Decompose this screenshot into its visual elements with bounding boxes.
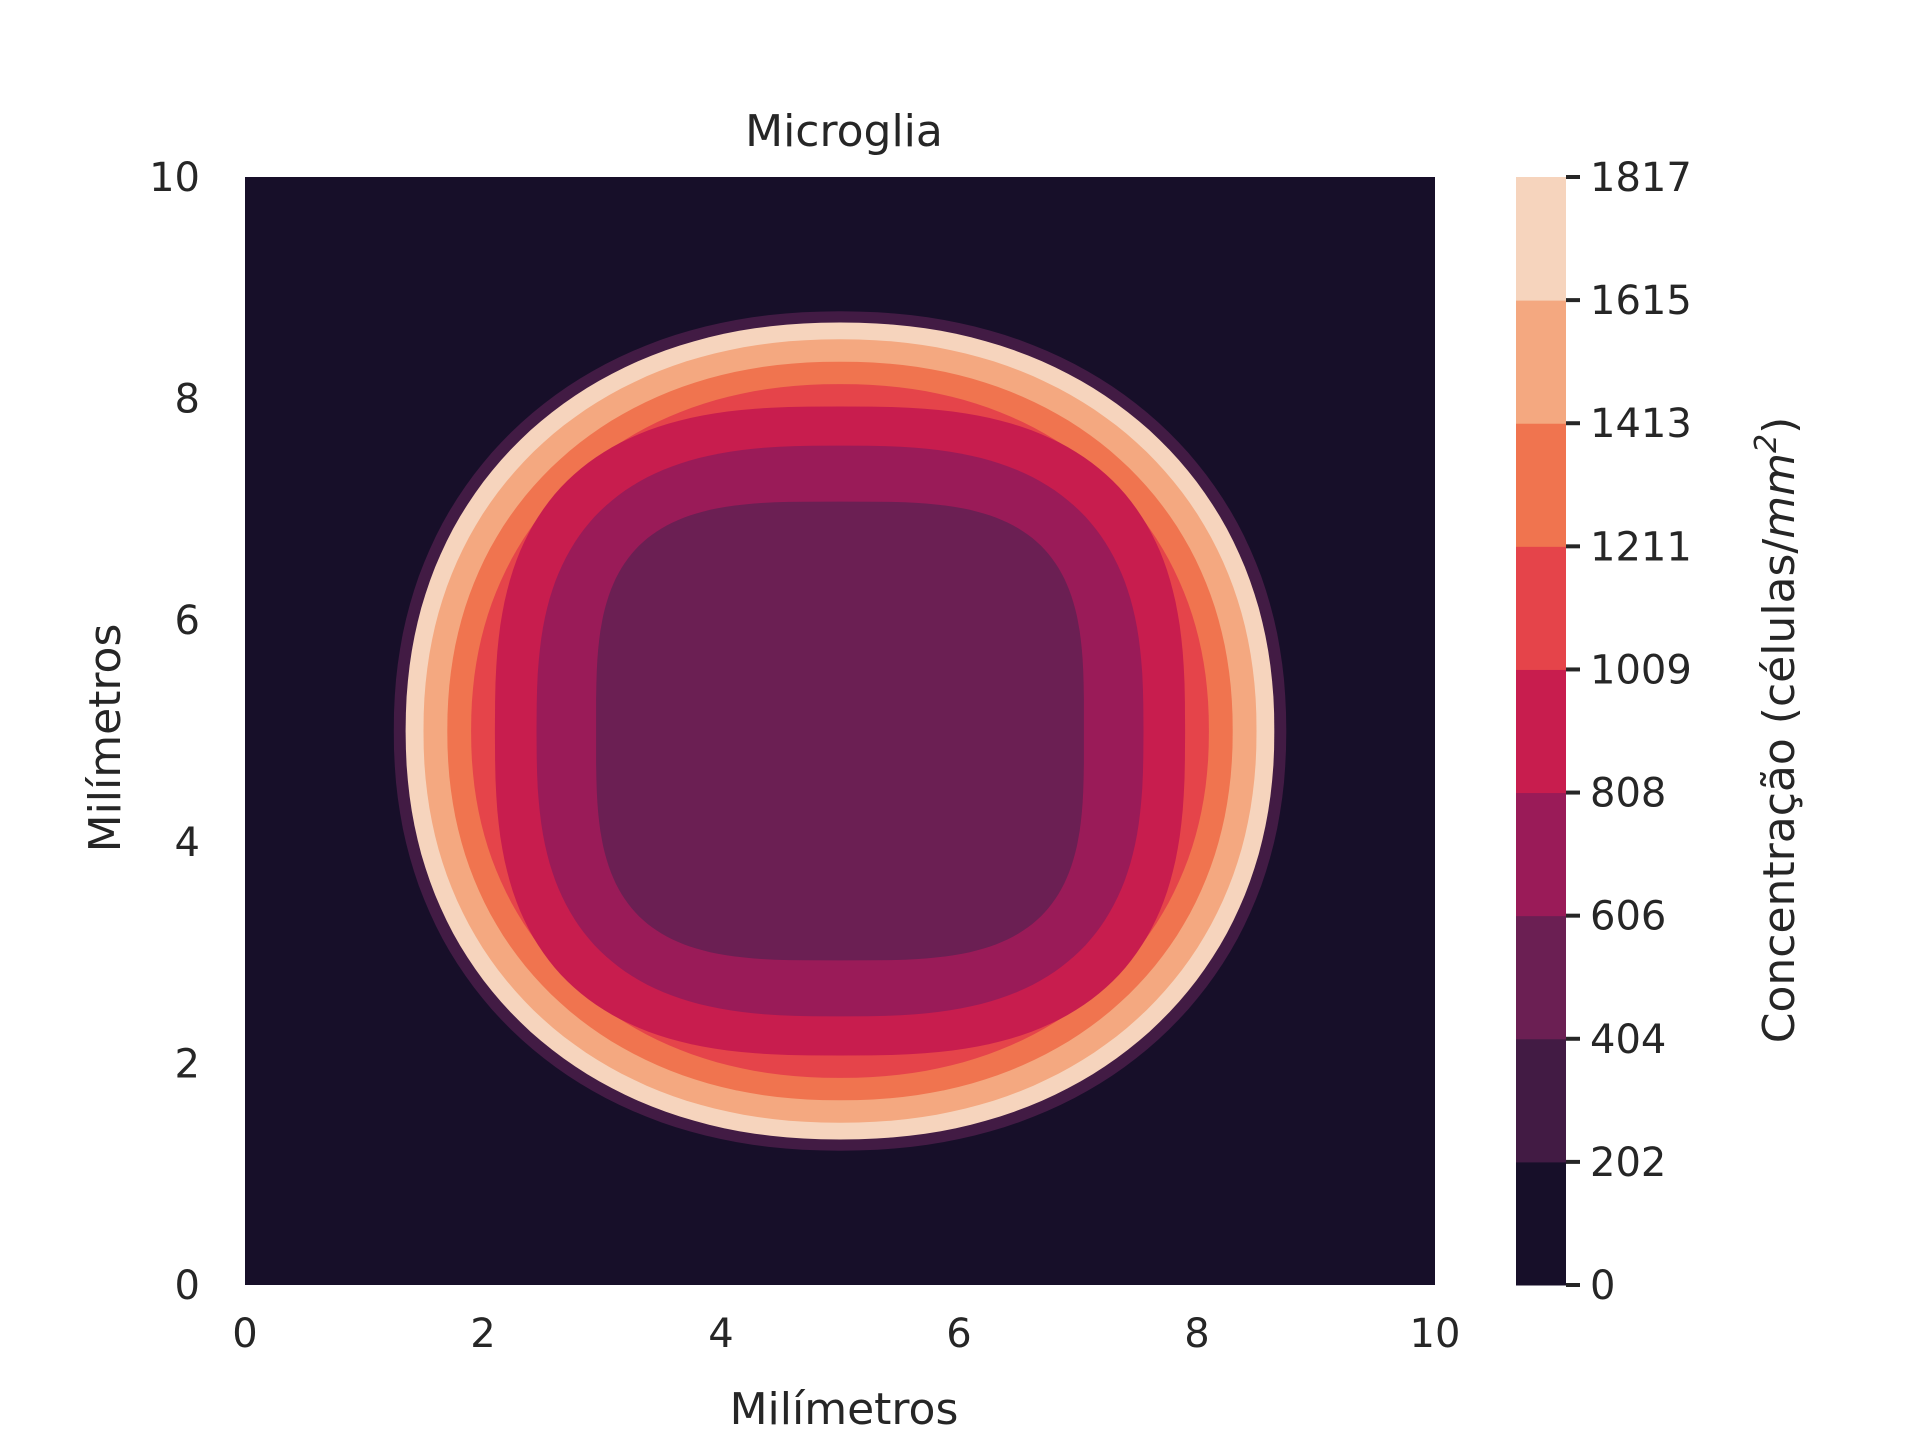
plot-area bbox=[245, 177, 1435, 1285]
colorbar-band bbox=[1516, 546, 1566, 670]
y-axis: 0 2 4 6 8 10 bbox=[149, 155, 200, 1309]
x-axis: 0 2 4 6 8 10 bbox=[232, 1311, 1460, 1357]
x-tick-label: 8 bbox=[1184, 1311, 1209, 1357]
colorbar: 0 202 404 606 808 1009 1211 1413 1615 1817 bbox=[1516, 155, 1692, 1309]
colorbar-band bbox=[1516, 423, 1566, 547]
colorbar-tick-label: 606 bbox=[1590, 894, 1666, 940]
colorbar-band bbox=[1516, 300, 1566, 424]
y-tick-label: 10 bbox=[149, 155, 200, 201]
colorbar-tick-label: 1009 bbox=[1590, 647, 1692, 693]
contour-band-404 bbox=[596, 501, 1084, 961]
y-tick-label: 2 bbox=[175, 1041, 200, 1087]
colorbar-tick-label: 1615 bbox=[1590, 278, 1692, 324]
y-tick-label: 4 bbox=[175, 820, 200, 866]
colorbar-tick-label: 202 bbox=[1590, 1140, 1666, 1186]
colorbar-tick-label: 1413 bbox=[1590, 401, 1692, 447]
colorbar-band bbox=[1516, 792, 1566, 917]
y-tick-label: 0 bbox=[175, 1263, 200, 1309]
x-tick-label: 0 bbox=[232, 1311, 257, 1357]
colorbar-band bbox=[1516, 915, 1566, 1040]
x-tick-label: 10 bbox=[1410, 1311, 1461, 1357]
colorbar-band bbox=[1516, 1161, 1566, 1286]
colorbar-tick-label: 0 bbox=[1590, 1263, 1615, 1309]
x-axis-label: Milímetros bbox=[730, 1384, 959, 1435]
colorbar-tick-label: 808 bbox=[1590, 771, 1666, 817]
colorbar-tick-label: 1817 bbox=[1590, 155, 1692, 201]
colorbar-band bbox=[1516, 1038, 1566, 1163]
colorbar-band bbox=[1516, 177, 1566, 301]
x-tick-label: 2 bbox=[470, 1311, 495, 1357]
y-axis-label: Milímetros bbox=[80, 624, 131, 853]
x-tick-label: 4 bbox=[708, 1311, 733, 1357]
colorbar-tick-label: 1211 bbox=[1590, 524, 1692, 570]
y-tick-label: 8 bbox=[175, 377, 200, 423]
x-tick-label: 6 bbox=[946, 1311, 971, 1357]
colorbar-tick-label: 404 bbox=[1590, 1017, 1666, 1063]
chart-title: Microglia bbox=[745, 106, 943, 157]
y-tick-label: 6 bbox=[175, 598, 200, 644]
colorbar-label: Concentração (células/mm2) bbox=[1749, 417, 1805, 1044]
colorbar-band bbox=[1516, 669, 1566, 794]
